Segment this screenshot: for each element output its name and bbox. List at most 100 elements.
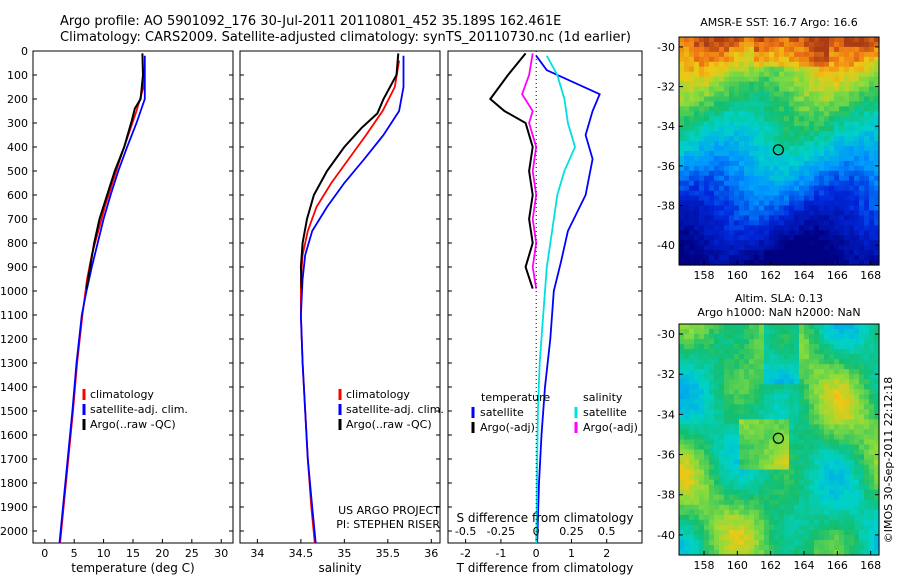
heatmap-cell (679, 374, 685, 380)
heatmap-cell (814, 439, 820, 446)
heatmap-cell (819, 240, 825, 246)
heatmap-cell (874, 539, 880, 546)
heatmap-cell (759, 151, 765, 157)
heatmap-cell (799, 394, 805, 400)
heatmap-cell (739, 200, 745, 207)
heatmap-cell (824, 434, 830, 441)
heatmap-cell (794, 354, 800, 360)
heatmap-cell (854, 56, 860, 63)
heatmap-cell (794, 514, 800, 521)
heatmap-cell (749, 484, 755, 491)
heatmap-cell (699, 409, 705, 415)
heatmap-cell (744, 205, 750, 212)
heatmap-cell (739, 136, 745, 142)
heatmap-cell (839, 86, 845, 93)
heatmap-cell (754, 200, 760, 207)
heatmap-cell (824, 404, 830, 410)
heatmap-cell (764, 190, 770, 197)
heatmap-cell (779, 539, 785, 546)
heatmap-cell (679, 215, 685, 221)
heatmap-cell (859, 504, 865, 511)
heatmap-cell (699, 389, 705, 395)
heatmap-cell (794, 539, 800, 546)
heatmap-cell (744, 260, 750, 266)
heatmap-cell (679, 404, 685, 410)
heatmap-cell (824, 46, 830, 53)
heatmap-cell (699, 344, 705, 350)
heatmap-cell (854, 205, 860, 212)
heatmap-cell (709, 255, 715, 261)
heatmap-cell (834, 195, 840, 202)
heatmap-cell (759, 474, 765, 481)
heatmap-cell (749, 111, 755, 117)
heatmap-cell (684, 449, 690, 456)
heatmap-cell (724, 160, 730, 167)
heatmap-cell (684, 121, 690, 127)
heatmap-cell (729, 509, 735, 516)
heatmap-cell (829, 56, 835, 63)
heatmap-cell (679, 91, 685, 98)
heatmap-cell (819, 469, 825, 476)
map-y-tick-label: -30 (657, 41, 675, 54)
map-y-tick-label: -30 (657, 328, 675, 341)
heatmap-cell (744, 524, 750, 531)
heatmap-cell (744, 245, 750, 251)
heatmap-cell (699, 230, 705, 236)
heatmap-cell (834, 394, 840, 400)
heatmap-cell (699, 524, 705, 531)
map-y-tick-label: -36 (657, 160, 675, 173)
heatmap-cell (784, 250, 790, 256)
top-x-tick-label: -0.5 (455, 525, 476, 538)
heatmap-cell (854, 474, 860, 481)
heatmap-cell (689, 409, 695, 415)
heatmap-cell (689, 180, 695, 187)
heatmap-cell (754, 404, 760, 410)
heatmap-cell (704, 519, 710, 526)
heatmap-cell (794, 529, 800, 536)
heatmap-cell (744, 106, 750, 112)
heatmap-cell (769, 116, 775, 122)
heatmap-cell (679, 524, 685, 531)
heatmap-cell (864, 424, 870, 430)
heatmap-cell (759, 404, 765, 410)
heatmap-cell (764, 250, 770, 256)
heatmap-cell (864, 519, 870, 526)
heatmap-cell (729, 126, 735, 132)
heatmap-cell (744, 469, 750, 476)
heatmap-cell (734, 205, 740, 212)
heatmap-cell (824, 550, 830, 556)
heatmap-cell (779, 146, 785, 152)
heatmap-cell (819, 146, 825, 152)
heatmap-cell (749, 399, 755, 405)
heatmap-cell (724, 200, 730, 207)
heatmap-cell (729, 260, 735, 266)
legend-label: Argo(..raw -QC) (346, 418, 432, 431)
depth-tick-label: 1800 (0, 477, 28, 490)
heatmap-cell (814, 419, 820, 425)
heatmap-cell (709, 175, 715, 182)
heatmap-cell (774, 141, 780, 147)
heatmap-cell (719, 260, 725, 266)
heatmap-cell (724, 116, 730, 122)
heatmap-cell (849, 42, 855, 48)
heatmap-cell (774, 424, 780, 430)
heatmap-cell (849, 156, 855, 162)
heatmap-cell (839, 136, 845, 142)
heatmap-cell (864, 37, 870, 43)
heatmap-cell (774, 339, 780, 345)
heatmap-cell (809, 61, 815, 68)
heatmap-cell (874, 240, 880, 246)
heatmap-cell (799, 359, 805, 365)
depth-tick-label: 800 (7, 237, 28, 250)
heatmap-cell (779, 494, 785, 501)
heatmap-cell (694, 260, 700, 266)
heatmap-cell (834, 374, 840, 380)
heatmap-cell (824, 454, 830, 461)
heatmap-cell (854, 419, 860, 425)
heatmap-cell (834, 71, 840, 78)
heatmap-cell (804, 175, 810, 182)
heatmap-cell (684, 46, 690, 53)
heatmap-cell (729, 42, 735, 48)
heatmap-cell (709, 200, 715, 207)
